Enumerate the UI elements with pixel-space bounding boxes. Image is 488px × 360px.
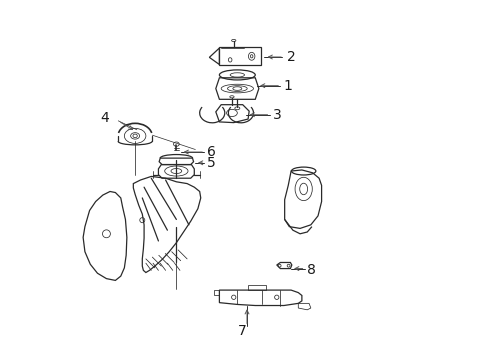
Text: 7: 7 — [238, 324, 246, 338]
Text: 8: 8 — [306, 264, 315, 277]
Text: 6: 6 — [206, 145, 215, 159]
Text: 2: 2 — [286, 50, 295, 64]
Text: 4: 4 — [100, 111, 109, 125]
Text: 1: 1 — [283, 79, 291, 93]
Text: 3: 3 — [272, 108, 281, 122]
Text: 5: 5 — [206, 156, 215, 170]
